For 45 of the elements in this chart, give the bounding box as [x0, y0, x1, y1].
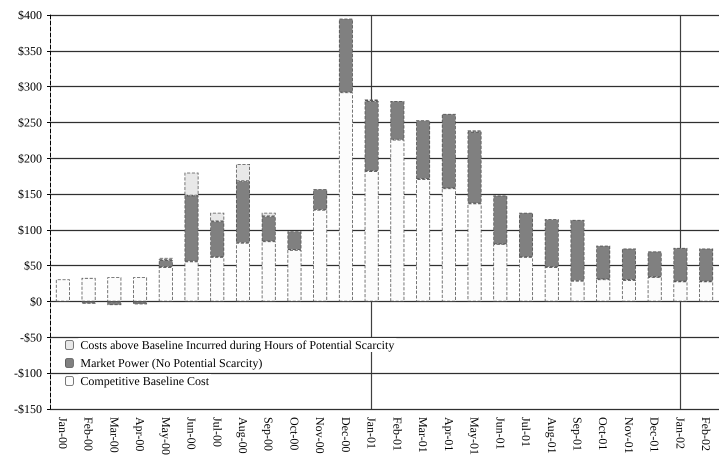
- y-tick-label: $150: [18, 187, 42, 202]
- x-tick-label: Jun-00: [184, 417, 199, 450]
- bar: [82, 278, 96, 302]
- x-tick-label: Feb-01: [390, 417, 404, 451]
- x-tick-label: Dec-00: [338, 417, 353, 452]
- y-tick-label: $200: [18, 151, 42, 166]
- x-tick-label: Aug-00: [236, 417, 250, 454]
- y-tick-label: -$100: [14, 366, 42, 380]
- x-tick-label: Nov-00: [313, 417, 328, 454]
- x-tick-label: Jan-00: [56, 417, 70, 449]
- x-tick-label: Apr-01: [442, 417, 456, 452]
- x-tick-label: Jan-02: [673, 417, 688, 449]
- y-tick-label: $350: [18, 44, 42, 58]
- x-tick-label: Mar-00: [107, 417, 122, 453]
- x-tick-label: Dec-01: [648, 417, 662, 452]
- x-tick-label: Feb-00: [82, 417, 96, 451]
- y-tick-label: -$150: [14, 402, 42, 416]
- x-tick-label: Jun-01: [493, 417, 508, 450]
- x-tick-label: May-01: [468, 417, 482, 455]
- x-tick-label: Feb-02: [699, 417, 714, 451]
- y-tick-label: -$50: [20, 330, 42, 344]
- x-tick-label: Mar-01: [416, 417, 430, 453]
- x-tick-label: May-00: [158, 417, 173, 455]
- y-tick-label: $0: [30, 294, 42, 309]
- y-tick-label: $50: [24, 258, 42, 273]
- x-tick-label: Sep-00: [262, 417, 276, 451]
- bar: [56, 279, 70, 302]
- legend-label: Market Power (No Potential Scarcity): [80, 356, 262, 370]
- y-tick-label: $250: [18, 115, 42, 130]
- y-tick-label: $300: [18, 80, 42, 94]
- x-tick-label: Jan-01: [364, 417, 379, 449]
- x-tick-label: Aug-01: [544, 417, 559, 454]
- bar: [133, 277, 148, 302]
- y-tick-label: $400: [18, 8, 42, 22]
- y-tick-label: $100: [18, 222, 42, 237]
- x-tick-label: Oct-01: [596, 417, 610, 450]
- x-tick-label: Oct-00: [287, 417, 302, 450]
- x-tick-label: Sep-01: [570, 417, 584, 451]
- x-tick-label: Jul-00: [210, 417, 224, 447]
- x-tick-label: Jul-01: [519, 417, 534, 447]
- legend-label: Costs above Baseline Incurred during Hours of Potential Scarcity: [80, 338, 394, 352]
- legend-label: Competitive Baseline Cost: [80, 374, 210, 388]
- x-tick-label: Apr-00: [133, 417, 148, 452]
- x-tick-label: Nov-01: [622, 417, 636, 454]
- bar: [107, 277, 122, 302]
